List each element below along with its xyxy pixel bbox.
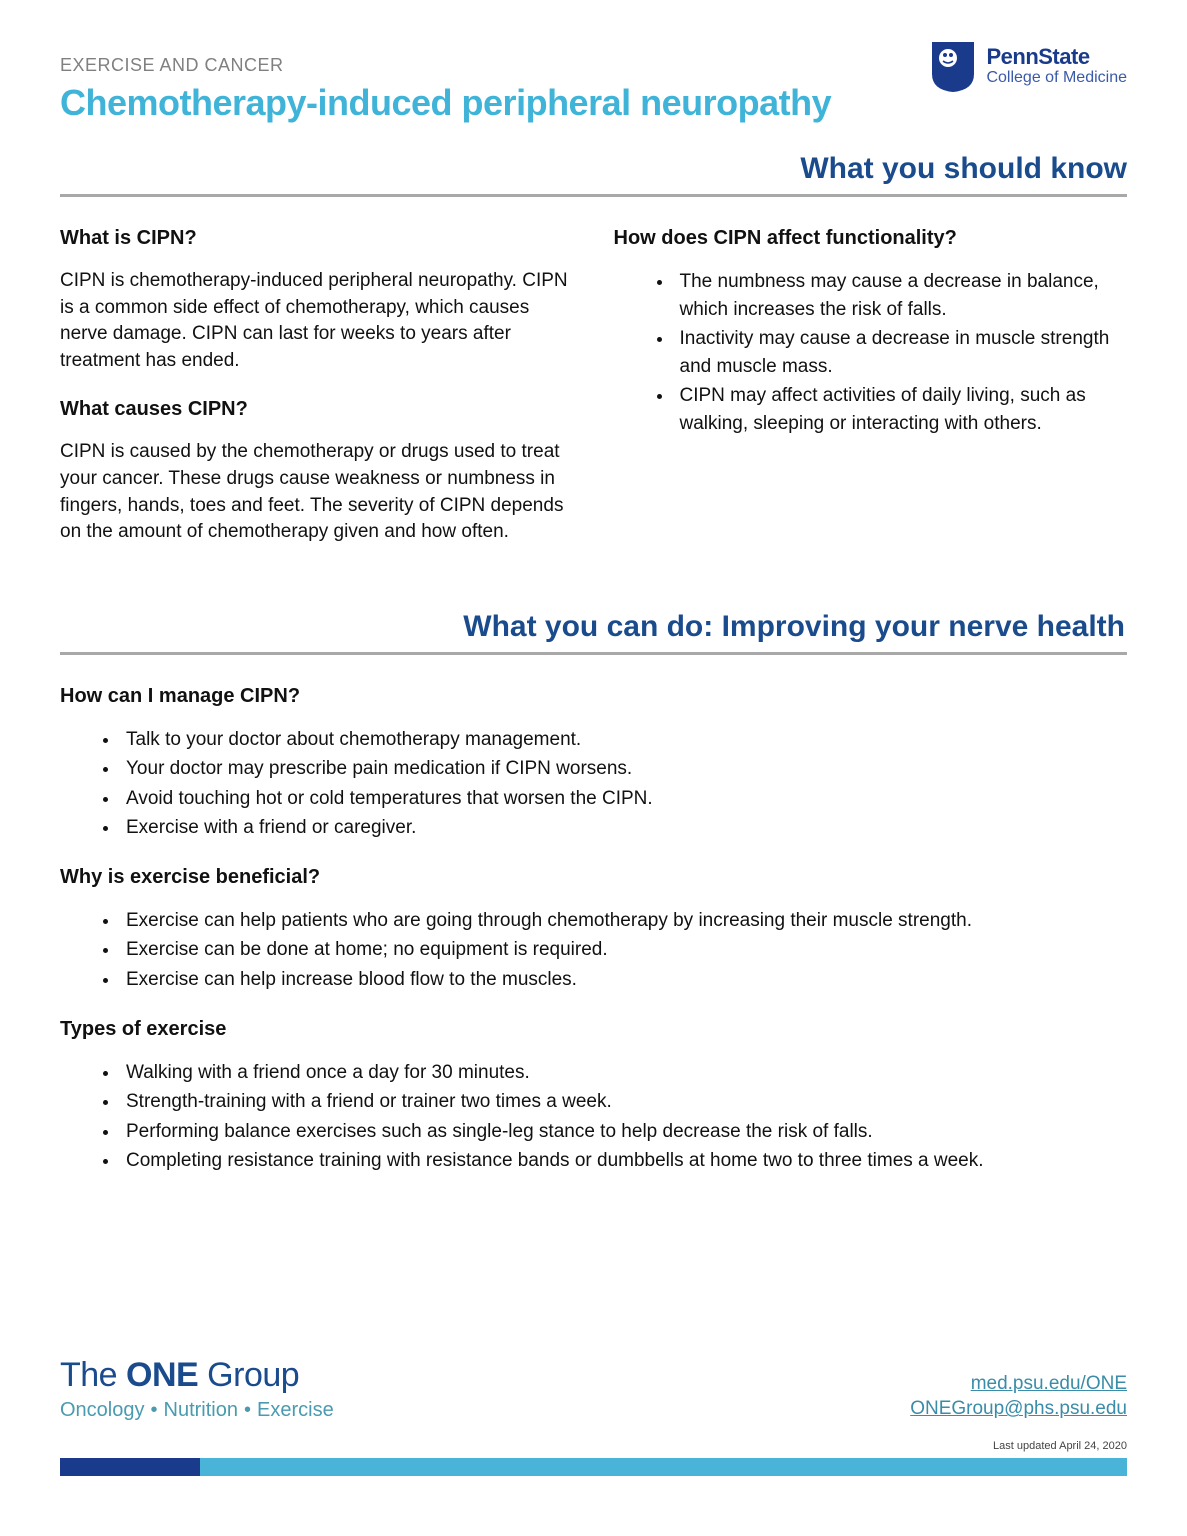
logo-text-line1: PennState <box>986 46 1127 68</box>
functionality-list: The numbness may cause a decrease in bal… <box>614 268 1128 437</box>
section-heading-1: What you should know <box>60 152 1127 186</box>
q-manage-cipn: How can I manage CIPN? <box>60 685 1127 708</box>
logo-text-line2: College of Medicine <box>986 68 1127 87</box>
footer-link-website[interactable]: med.psu.edu/ONE <box>971 1373 1127 1394</box>
list-item: Completing resistance training with resi… <box>120 1147 1127 1175</box>
list-item: Performing balance exercises such as sin… <box>120 1118 1127 1146</box>
bottom-bar <box>60 1458 1127 1476</box>
list-item: Exercise with a friend or caregiver. <box>120 814 1127 842</box>
divider <box>60 652 1127 655</box>
two-column-layout: What is CIPN? CIPN is chemotherapy-induc… <box>60 227 1127 570</box>
beneficial-list: Exercise can help patients who are going… <box>60 907 1127 994</box>
body-what-causes-cipn: CIPN is caused by the chemotherapy or dr… <box>60 439 574 545</box>
list-item: Talk to your doctor about chemotherapy m… <box>120 726 1127 754</box>
right-column: How does CIPN affect functionality? The … <box>614 227 1128 570</box>
footer-links: med.psu.edu/ONE ONEGroup@phs.psu.edu <box>910 1371 1127 1422</box>
list-item: Exercise can be done at home; no equipme… <box>120 936 1127 964</box>
list-item: Your doctor may prescribe pain medicatio… <box>120 755 1127 783</box>
group-bold: ONE <box>126 1356 198 1394</box>
q-functionality: How does CIPN affect functionality? <box>614 227 1128 250</box>
manage-list: Talk to your doctor about chemotherapy m… <box>60 726 1127 842</box>
list-item: Inactivity may cause a decrease in muscl… <box>674 325 1128 380</box>
list-item: Avoid touching hot or cold temperatures … <box>120 785 1127 813</box>
bar-light <box>200 1458 1127 1476</box>
shield-icon <box>930 40 976 94</box>
footer: The ONE Group Oncology•Nutrition•Exercis… <box>60 1356 1127 1476</box>
list-item: Strength-training with a friend or train… <box>120 1088 1127 1116</box>
list-item: Exercise can help patients who are going… <box>120 907 1127 935</box>
list-item: The numbness may cause a decrease in bal… <box>674 268 1128 323</box>
bar-dark <box>60 1458 200 1476</box>
body-what-is-cipn: CIPN is chemotherapy-induced peripheral … <box>60 268 574 374</box>
divider <box>60 194 1127 197</box>
q-exercise-beneficial: Why is exercise beneficial? <box>60 866 1127 889</box>
types-list: Walking with a friend once a day for 30 … <box>60 1059 1127 1175</box>
q-what-causes-cipn: What causes CIPN? <box>60 398 574 421</box>
one-group-logo: The ONE Group Oncology•Nutrition•Exercis… <box>60 1356 334 1422</box>
section-heading-2: What you can do: Improving your nerve he… <box>60 610 1127 644</box>
pennstate-logo: PennState College of Medicine <box>930 40 1127 94</box>
left-column: What is CIPN? CIPN is chemotherapy-induc… <box>60 227 574 570</box>
list-item: CIPN may affect activities of daily livi… <box>674 382 1128 437</box>
group-pre: The <box>60 1356 126 1394</box>
footer-link-email[interactable]: ONEGroup@phs.psu.edu <box>910 1398 1127 1419</box>
q-types-exercise: Types of exercise <box>60 1018 1127 1041</box>
group-post: Group <box>198 1356 299 1394</box>
list-item: Exercise can help increase blood flow to… <box>120 966 1127 994</box>
tagline: Oncology•Nutrition•Exercise <box>60 1399 334 1422</box>
list-item: Walking with a friend once a day for 30 … <box>120 1059 1127 1087</box>
q-what-is-cipn: What is CIPN? <box>60 227 574 250</box>
last-updated: Last updated April 24, 2020 <box>60 1440 1127 1452</box>
